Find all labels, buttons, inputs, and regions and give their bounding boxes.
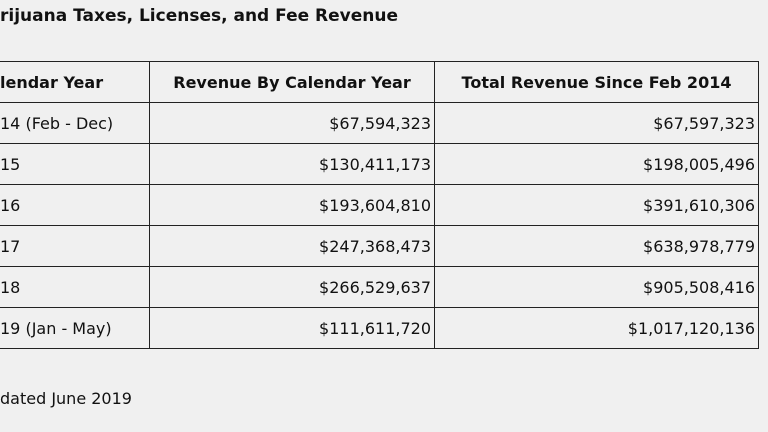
table-cell: 17 xyxy=(0,225,150,267)
table-cell: $266,529,637 xyxy=(149,266,435,308)
table-cell: 14 (Feb - Dec) xyxy=(0,102,150,144)
table-cell: $193,604,810 xyxy=(149,184,435,226)
table-cell: $130,411,173 xyxy=(149,143,435,185)
table-cell: $1,017,120,136 xyxy=(434,307,759,349)
table-row: 17 $247,368,473 $638,978,779 xyxy=(0,225,759,267)
header-cell: Revenue By Calendar Year xyxy=(149,61,435,103)
table-row: 18 $266,529,637 $905,508,416 xyxy=(0,266,759,308)
revenue-table: lendar Year Revenue By Calendar Year Tot… xyxy=(0,61,759,349)
table-cell: $905,508,416 xyxy=(434,266,759,308)
table-cell: 19 (Jan - May) xyxy=(0,307,150,349)
table-row: 19 (Jan - May) $111,611,720 $1,017,120,136 xyxy=(0,307,759,349)
table-cell: $198,005,496 xyxy=(434,143,759,185)
title: rijuana Taxes, Licenses, and Fee Revenue xyxy=(0,6,399,26)
table-row: 15 $130,411,173 $198,005,496 xyxy=(0,143,759,185)
table-cell: 18 xyxy=(0,266,150,308)
table-cell: $111,611,720 xyxy=(149,307,435,349)
table-row: 14 (Feb - Dec) $67,594,323 $67,597,323 xyxy=(0,102,759,144)
footer-note: dated June 2019 xyxy=(0,389,132,408)
table-cell: $67,594,323 xyxy=(149,102,435,144)
table-cell: $638,978,779 xyxy=(434,225,759,267)
table-row: 16 $193,604,810 $391,610,306 xyxy=(0,184,759,226)
table-cell: $391,610,306 xyxy=(434,184,759,226)
table-body: 14 (Feb - Dec) $67,594,323 $67,597,323 15 $1… xyxy=(0,102,759,349)
table-cell: 16 xyxy=(0,184,150,226)
header-cell: lendar Year xyxy=(0,61,150,103)
table-cell: $67,597,323 xyxy=(434,102,759,144)
header-cell: Total Revenue Since Feb 2014 xyxy=(434,61,759,103)
table-header: lendar Year Revenue By Calendar Year Tot… xyxy=(0,61,759,103)
header-row: lendar Year Revenue By Calendar Year Tot… xyxy=(0,61,759,103)
table-cell: $247,368,473 xyxy=(149,225,435,267)
table-cell: 15 xyxy=(0,143,150,185)
